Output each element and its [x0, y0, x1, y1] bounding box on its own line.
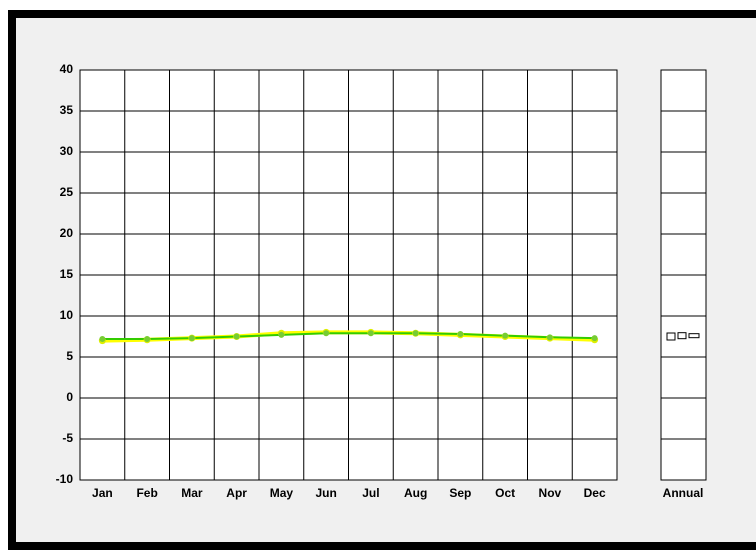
- y-tick-label: 0: [66, 390, 73, 404]
- series-point: [367, 330, 374, 337]
- series-point: [99, 335, 106, 342]
- x-tick-label: Jul: [362, 486, 379, 500]
- series-line: [102, 332, 595, 340]
- series-point: [233, 333, 240, 340]
- series-point: [591, 335, 598, 342]
- y-tick-label: 30: [60, 144, 74, 158]
- x-tick-label: Nov: [539, 486, 562, 500]
- series-point: [188, 335, 195, 342]
- x-tick-label: Sep: [449, 486, 471, 500]
- series-point: [323, 330, 330, 337]
- x-tick-label: Feb: [136, 486, 157, 500]
- y-tick-label: -5: [62, 431, 73, 445]
- x-tick-label: Apr: [226, 486, 247, 500]
- series-point: [278, 331, 285, 338]
- series-point: [412, 330, 419, 337]
- y-tick-label: 20: [60, 226, 74, 240]
- annual-label: Annual: [663, 486, 704, 500]
- y-tick-label: -10: [56, 472, 74, 486]
- x-tick-label: Jan: [92, 486, 113, 500]
- y-tick-label: 25: [60, 185, 74, 199]
- x-tick-label: May: [270, 486, 294, 500]
- annual-box: [677, 332, 687, 340]
- x-tick-label: Dec: [584, 486, 606, 500]
- series-point: [144, 335, 151, 342]
- series-point: [502, 332, 509, 339]
- y-tick-label: 35: [60, 103, 74, 117]
- x-tick-label: Oct: [495, 486, 515, 500]
- y-tick-label: 5: [66, 349, 73, 363]
- x-tick-label: Aug: [404, 486, 427, 500]
- y-tick-label: 15: [60, 267, 74, 281]
- x-tick-label: Jun: [315, 486, 336, 500]
- x-tick-label: Mar: [181, 486, 203, 500]
- y-tick-label: 40: [60, 62, 74, 76]
- annual-box: [666, 332, 676, 341]
- series-point: [457, 331, 464, 338]
- series-point: [546, 334, 553, 341]
- y-tick-label: 10: [60, 308, 74, 322]
- annual-box: [688, 333, 700, 339]
